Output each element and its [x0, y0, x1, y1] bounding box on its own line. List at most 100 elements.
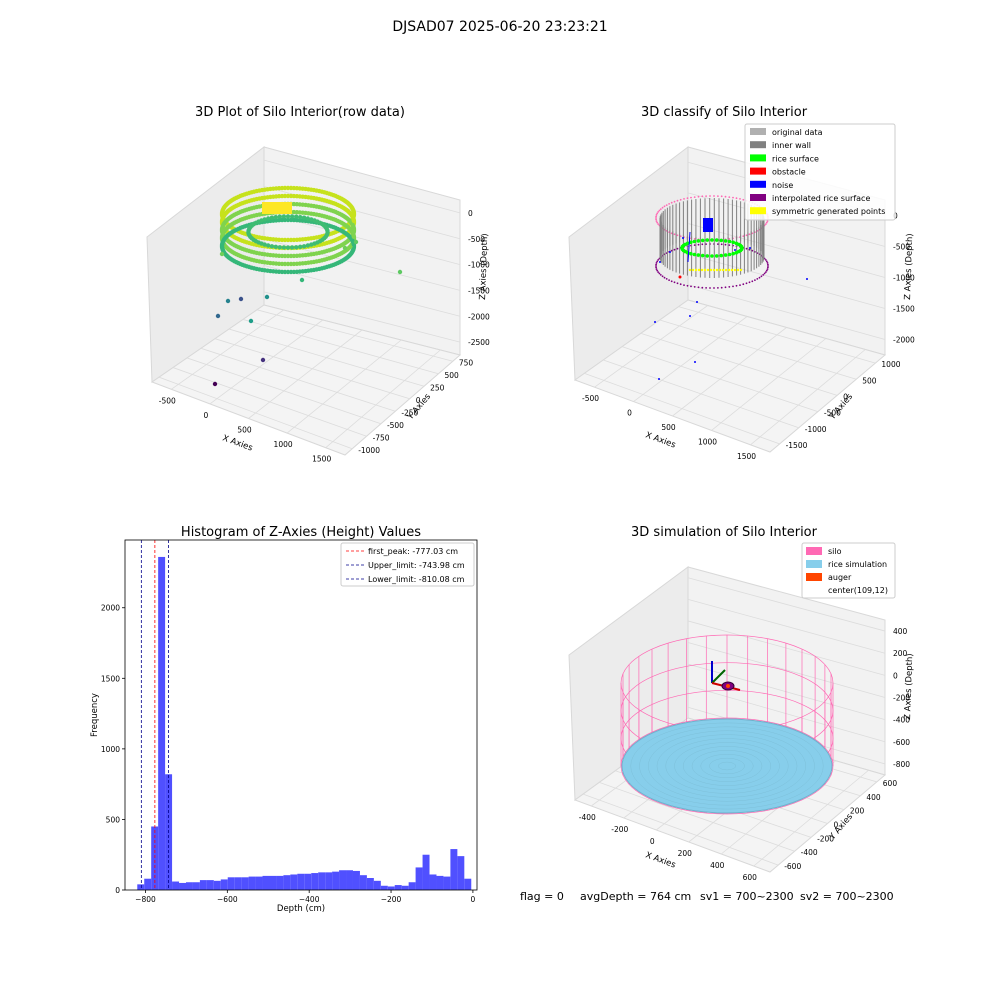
panel-simulation-title: 3D simulation of Silo Interior	[631, 525, 818, 540]
silo-rim-point	[657, 211, 660, 213]
x-tick-label: 600	[743, 873, 758, 882]
grid-line-z	[687, 223, 886, 278]
interpolated-point	[679, 283, 682, 286]
silo-rim-point	[676, 199, 679, 202]
silo-rim-point	[686, 197, 689, 200]
y-tick-label: -600	[784, 862, 801, 871]
grid-line-y	[584, 372, 780, 445]
interpolated-point	[673, 281, 676, 284]
y-tick-label: 250	[430, 383, 445, 392]
grid-line-y	[621, 346, 819, 412]
silo-rim-point	[742, 198, 745, 201]
histogram-bar	[206, 880, 214, 890]
silo-rim-point	[668, 203, 670, 205]
grid-line-x	[711, 338, 827, 431]
data-point	[305, 243, 310, 248]
histogram-bar	[415, 867, 423, 890]
interpolated-point	[676, 247, 679, 250]
histogram-bar	[179, 882, 186, 890]
legend-swatch	[806, 547, 822, 555]
outlier-point	[299, 277, 305, 283]
interpolated-point	[745, 282, 748, 285]
data-point	[273, 215, 278, 220]
silo-rim-point	[693, 238, 696, 240]
silo-rim-point	[717, 195, 719, 198]
silo-rim-point	[720, 195, 723, 198]
grid-lines	[158, 159, 461, 450]
silo-rim-point	[748, 233, 751, 236]
rice-surface-point	[734, 250, 739, 255]
z-tick-label: -500	[468, 235, 485, 244]
outlier-point	[264, 294, 270, 300]
legend-label: silo	[828, 547, 842, 556]
histogram-bar	[227, 877, 235, 890]
interpolated-point	[670, 280, 673, 283]
interpolated-point	[693, 286, 696, 288]
interpolated-point	[657, 271, 660, 273]
symmetric-point	[703, 268, 707, 272]
y-tick-label: -250	[401, 408, 418, 417]
interpolated-point	[705, 243, 707, 246]
histogram-bar	[199, 880, 207, 890]
data-point	[325, 228, 330, 233]
interpolated-point	[659, 274, 662, 276]
silo-rim-point	[739, 198, 741, 200]
interpolated-point	[690, 285, 692, 288]
legend-label: first_peak: -777.03 cm	[368, 547, 458, 556]
grid-line-y	[186, 357, 382, 425]
histogram-bar	[158, 556, 166, 890]
grid-line-y	[214, 338, 410, 400]
x-tick-label: 0	[627, 409, 632, 418]
silo-rim-point	[693, 196, 696, 199]
y-tick-label: -1000	[358, 446, 380, 455]
z-tick-label: -1500	[893, 305, 915, 314]
interpolated-point	[732, 285, 734, 288]
legend-swatch	[750, 194, 766, 201]
noise-point	[689, 315, 691, 317]
noise-point	[669, 251, 671, 253]
interpolated-point	[658, 272, 661, 275]
interpolated-point	[754, 279, 756, 281]
panel-classify-3d: 3D classify of Silo Interior -5000500100…	[568, 105, 915, 461]
rice-surface-point	[731, 240, 735, 245]
x-tick-label: −200	[381, 895, 402, 904]
histogram-bar	[450, 849, 458, 890]
rice-surface-point	[710, 238, 714, 242]
histogram-bar	[366, 878, 374, 890]
legend-swatch	[750, 180, 766, 188]
interpolated-point	[720, 243, 723, 246]
symmetric-point	[709, 268, 713, 272]
x-tick-label: −600	[217, 895, 238, 904]
rice-surface-point	[714, 238, 719, 242]
symmetric-point	[727, 268, 731, 272]
grid-line-z	[687, 284, 886, 340]
histogram-bar	[220, 879, 228, 890]
rice-surface-point	[689, 251, 693, 256]
legend-swatch	[750, 207, 766, 215]
z-tick-label: -200	[893, 694, 910, 703]
interpolated-point	[655, 262, 658, 264]
z-tick-label: -600	[893, 738, 910, 747]
x-tick-label: -500	[159, 396, 176, 405]
silo-rim-point	[655, 220, 658, 223]
auger-center	[726, 684, 730, 688]
outlier-point	[215, 313, 221, 319]
silo-rim-point	[673, 233, 676, 236]
z-tick-label: -2500	[468, 338, 490, 347]
histogram-bar	[151, 826, 159, 890]
y-tick-label: 500	[444, 371, 459, 380]
legend-box	[801, 542, 896, 599]
silo-rim-point	[659, 208, 662, 211]
silo-rim-point	[735, 197, 738, 200]
grid-line-y	[659, 319, 857, 380]
interpolated-point	[742, 283, 745, 286]
flag-text: flag = 0	[520, 890, 564, 903]
floor	[573, 299, 887, 453]
x-axis-label: X Axies	[644, 850, 677, 870]
z-tick-label: -2000	[468, 312, 490, 321]
x-tick-label: 0	[650, 837, 655, 846]
histogram-bar	[283, 875, 291, 890]
interpolated-point	[697, 286, 700, 289]
histogram-title: Histogram of Z-Axies (Height) Values	[181, 525, 421, 540]
x-tick-label: -400	[579, 813, 596, 822]
